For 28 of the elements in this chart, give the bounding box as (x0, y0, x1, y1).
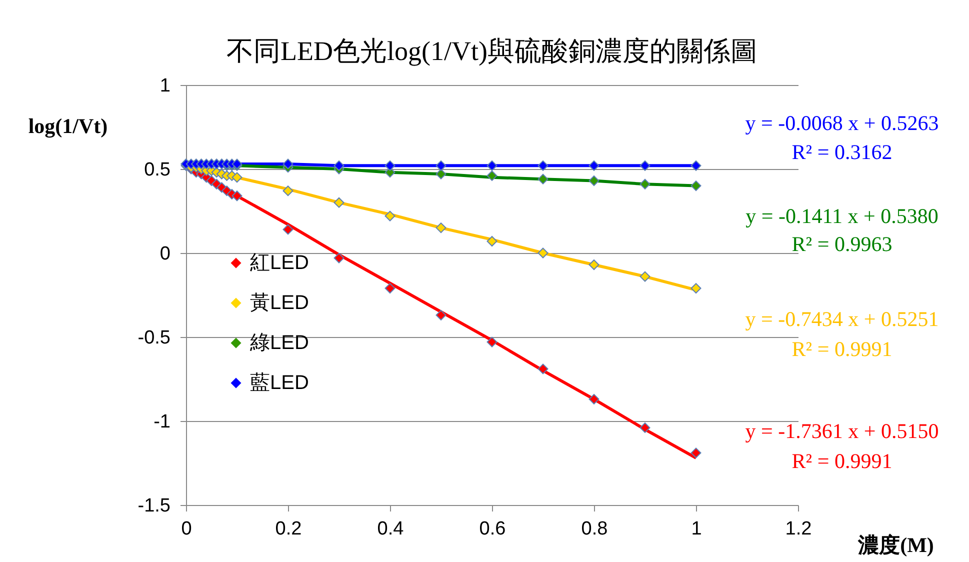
annotation: y = -0.7434 x + 0.5251 (745, 307, 939, 331)
annotation: R² = 0.9991 (792, 337, 892, 361)
x-tick-label: 0 (181, 518, 192, 540)
x-tick-label: 0.6 (479, 518, 506, 540)
legend-label: 紅LED (250, 252, 309, 274)
annotation: y = -0.0068 x + 0.5263 (745, 111, 939, 135)
y-tick-label: 0 (160, 244, 170, 264)
y-tick-label: -1.5 (138, 496, 170, 516)
x-tick-label: 0.4 (377, 518, 404, 540)
annotation: y = -0.1411 x + 0.5380 (746, 204, 938, 228)
chart-title: 不同LED色光log(1/Vt)與硫酸銅濃度的關係圖 (226, 36, 758, 66)
x-tick-label: 1 (691, 518, 702, 540)
x-tick-label: 0.2 (275, 518, 302, 540)
annotation: R² = 0.3162 (792, 140, 892, 164)
x-tick-label: 0.8 (581, 518, 608, 540)
annotation: R² = 0.9991 (792, 449, 892, 473)
legend-label: 綠LED (249, 332, 309, 354)
y-tick-label: -0.5 (138, 328, 170, 348)
y-tick-label: 0.5 (144, 160, 170, 180)
annotation: R² = 0.9963 (792, 232, 892, 256)
y-tick-label: 1 (160, 76, 170, 96)
legend-label: 藍LED (250, 372, 309, 394)
annotation: y = -1.7361 x + 0.5150 (745, 419, 939, 443)
y-axis-title: log(1/Vt) (28, 114, 108, 138)
x-tick-label: 1.2 (785, 518, 812, 540)
y-tick-label: -1 (154, 412, 170, 432)
x-axis-title: 濃度(M) (857, 533, 934, 557)
legend-label: 黃LED (250, 292, 309, 314)
